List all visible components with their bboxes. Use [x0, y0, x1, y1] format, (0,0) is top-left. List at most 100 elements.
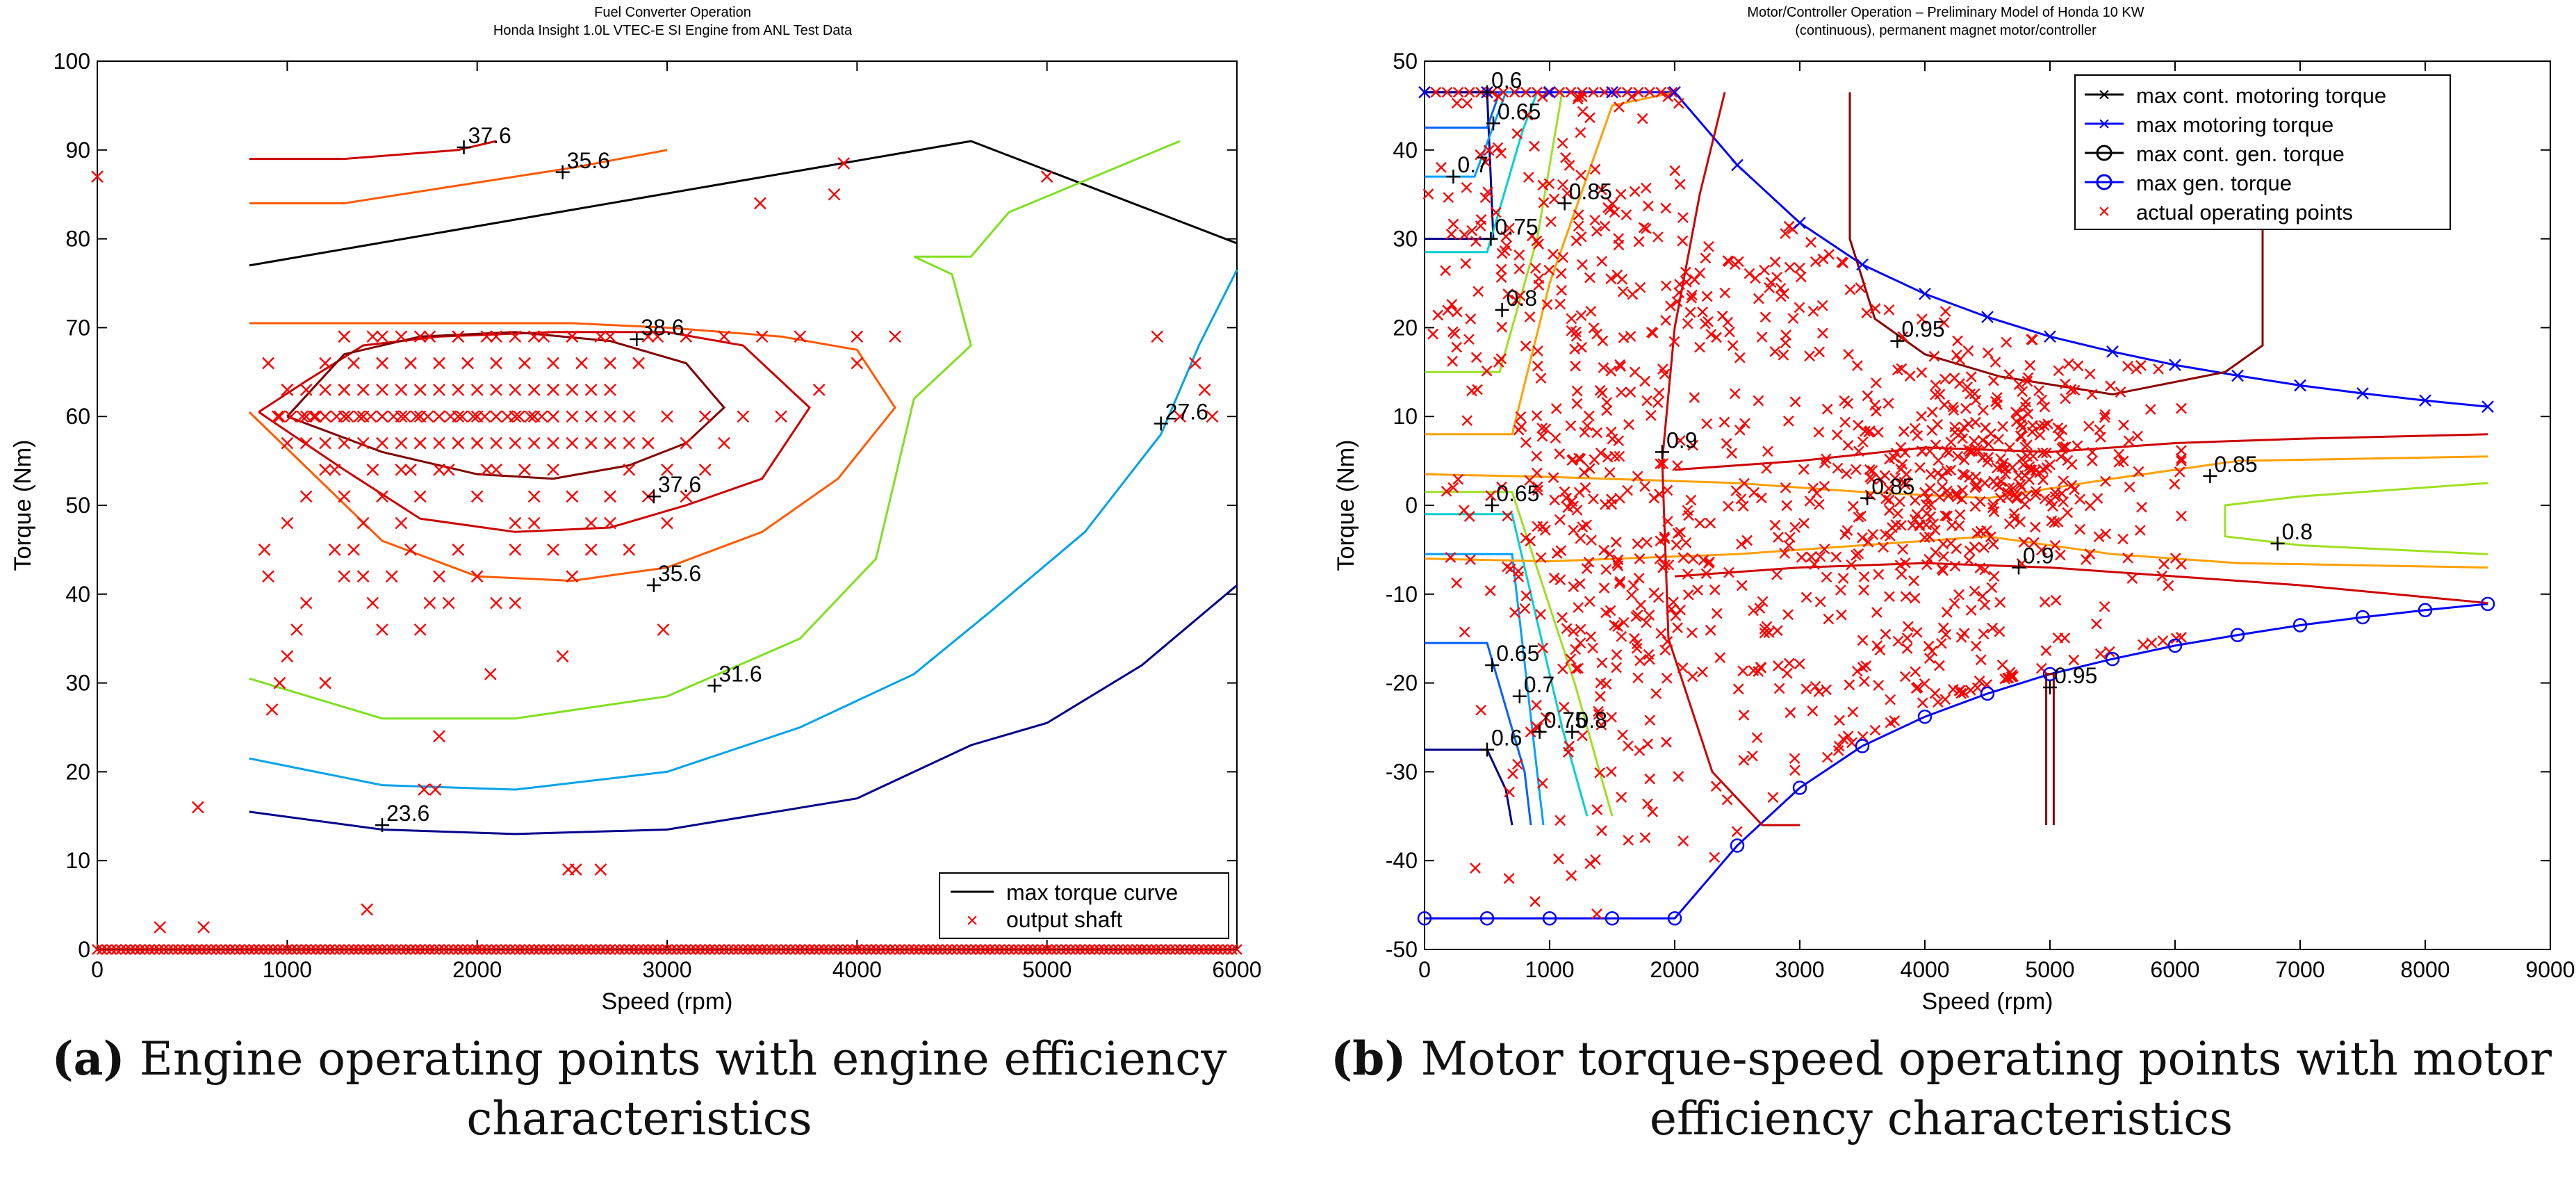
motor-operating-point: [1554, 574, 1566, 586]
motor-operating-point: [1600, 607, 1611, 619]
engine-output-shaft-point: [470, 384, 484, 396]
motor-operating-point: [1598, 362, 1609, 373]
engine-output-shaft-point: [433, 410, 445, 423]
engine-zero-torque-point: [951, 944, 962, 955]
motor-operating-point: [1987, 539, 1999, 550]
motor-contour-label: 0.6: [1491, 725, 1522, 750]
engine-zero-torque-point: [628, 944, 640, 955]
engine-output-shaft-point: [387, 410, 400, 423]
motor-operating-point: [2135, 360, 2147, 371]
motor-operating-point: [1901, 643, 1913, 654]
engine-zero-torque-point: [842, 944, 853, 955]
engine-zero-torque-point: [471, 944, 483, 955]
engine-zero-torque-point: [1131, 944, 1143, 955]
motor-operating-point: [1504, 786, 1515, 798]
motor-operating-point: [1642, 738, 1654, 750]
engine-zero-torque-point: [533, 944, 545, 955]
motor-operating-point: [2138, 639, 2149, 651]
engine-zero-torque-point: [167, 944, 179, 955]
engine-zero-torque-point: [1046, 944, 1058, 955]
motor-operating-point: [1465, 554, 1476, 565]
motor-operating-point: [1557, 138, 1568, 149]
motor-operating-point: [1646, 327, 1657, 338]
motor-operating-point: [1623, 419, 1634, 430]
engine-zero-torque-point: [300, 944, 312, 955]
motor-operating-point: [1700, 568, 1712, 580]
motor-operating-point: [2059, 633, 2071, 644]
motor-operating-point: [1899, 671, 1911, 683]
motor-operating-point: [1857, 662, 1869, 673]
engine-zero-torque-point: [856, 944, 868, 955]
motor-operating-point: [1568, 626, 1580, 637]
motor-operating-point: [2133, 466, 2144, 478]
engine-output-shaft-point: [404, 544, 417, 556]
motor-operating-point: [1950, 488, 1962, 500]
motor-operating-point: [1873, 569, 1885, 580]
motor-operating-point: [1631, 642, 1643, 654]
motor-operating-point: [1832, 429, 1843, 441]
motor-operating-point: [1653, 387, 1665, 399]
engine-output-shaft-point: [404, 464, 417, 476]
engine-zero-torque-point: [756, 944, 768, 955]
engine-zero-torque-point: [984, 944, 996, 955]
motor-operating-point: [1837, 257, 1849, 269]
engine-zero-torque-point: [732, 944, 744, 955]
engine-x-tick-label: 0: [91, 957, 104, 982]
motor-operating-point: [1606, 712, 1617, 723]
motor-operating-point: [1860, 660, 1872, 671]
motor-operating-point: [1904, 370, 1916, 382]
motor-operating-point: [1554, 86, 1566, 98]
motor-operating-point: [1598, 544, 1609, 556]
motor-operating-point: [1771, 569, 1782, 580]
motor-operating-point: [1964, 685, 1976, 696]
motor-operating-point: [1447, 482, 1459, 493]
motor-operating-point: [1929, 687, 1941, 699]
engine-y-tick-label: 30: [65, 671, 90, 696]
motor-operating-point: [1719, 287, 1731, 299]
motor-operating-point: [1789, 521, 1800, 533]
engine-zero-torque-point: [1036, 944, 1048, 955]
motor-operating-point: [1577, 730, 1588, 742]
motor-operating-point: [1554, 298, 1566, 310]
motor-operating-point: [2176, 445, 2187, 456]
engine-x-tick-label: 3000: [642, 957, 691, 982]
engine-zero-torque-point: [566, 944, 578, 955]
engine-zero-torque-point: [1126, 944, 1138, 955]
motor-operating-point: [1573, 452, 1585, 464]
motor-operating-point: [1771, 271, 1782, 283]
motor-y-axis-label: Torque (Nm): [1333, 440, 1359, 571]
motor-operating-point: [1537, 521, 1549, 532]
engine-output-shaft-point: [490, 437, 502, 450]
motor-operating-point: [1586, 535, 1597, 546]
engine-zero-torque-point: [486, 944, 498, 955]
motor-operating-point: [1682, 569, 1693, 580]
motor-operating-point: [1531, 410, 1543, 421]
engine-output-shaft-point: [330, 410, 343, 423]
engine-contour-label: 38.6: [641, 315, 684, 340]
motor-gen-torque-marker: [2167, 638, 2183, 653]
motor-operating-point: [2001, 336, 2012, 348]
engine-zero-torque-point: [637, 944, 649, 955]
engine-output-shaft-point: [395, 384, 408, 396]
motor-operating-point: [1992, 462, 2003, 474]
engine-output-shaft-point: [604, 490, 616, 503]
motor-operating-point: [1969, 585, 1980, 597]
motor-operating-point: [2091, 618, 2102, 630]
motor-gen-torque-marker: [1980, 686, 1995, 701]
motor-operating-point: [1823, 249, 1835, 260]
motor-operating-point: [1564, 160, 1575, 171]
motor-operating-point: [1607, 198, 1618, 210]
engine-zero-torque-point: [1022, 944, 1034, 955]
motor-operating-point: [1853, 512, 1864, 523]
engine-x-tick-label: 6000: [1212, 957, 1261, 982]
engine-zero-torque-point: [163, 944, 174, 955]
engine-output-shaft-point: [524, 410, 537, 423]
engine-series-contour-35-6-upper-: [249, 149, 668, 204]
motor-operating-point: [1844, 679, 1855, 691]
engine-output-shaft-point: [328, 544, 341, 556]
motor-operating-point: [1671, 539, 1682, 550]
engine-output-shaft-point: [698, 464, 712, 476]
motor-operating-point: [1536, 430, 1548, 442]
motor-operating-point: [1789, 396, 1801, 408]
motor-operating-point: [1466, 225, 1478, 236]
